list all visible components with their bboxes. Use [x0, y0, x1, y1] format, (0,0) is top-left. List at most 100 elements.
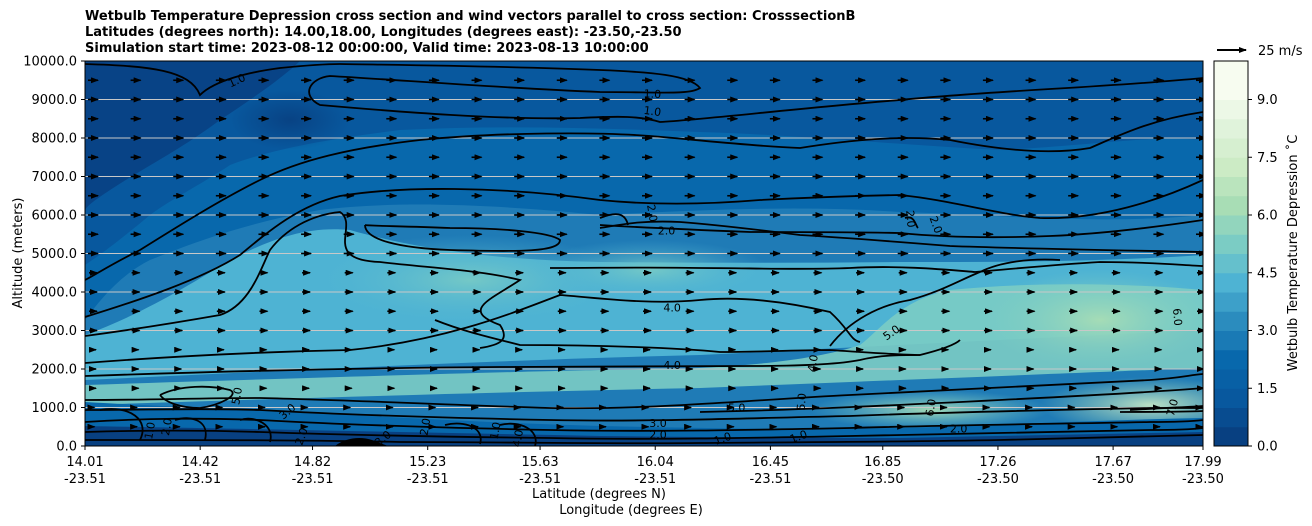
- y-tick-label: 5000.0: [32, 247, 78, 262]
- x-tick-latitude: 16.85: [864, 455, 901, 470]
- contour-5-left: [434, 319, 921, 356]
- band-top-darkest: [85, 61, 1203, 265]
- x-tick-longitude: -23.51: [179, 472, 221, 487]
- x-tick-longitude: -23.51: [749, 472, 791, 487]
- contour-5-layer: [85, 373, 1203, 410]
- wind-key-label: 25 m/s: [1258, 44, 1303, 59]
- contour-label: 4.0: [663, 301, 681, 314]
- contour-label: 2.0: [293, 426, 311, 447]
- x-tick-latitude: 16.45: [752, 455, 789, 470]
- colorbar-tick-label: 4.5: [1257, 266, 1278, 281]
- x-tick-latitude: 14.42: [182, 455, 219, 470]
- colorbar-band: [1214, 292, 1248, 312]
- colorbar-band: [1214, 272, 1248, 293]
- y-tick-label: 4000.0: [32, 286, 78, 301]
- y-axis: 0.0 1000.0 2000.0 3000.0 4000.0 5000.0 6000.0 7…: [23, 55, 85, 455]
- contour-label: 6.0: [923, 398, 939, 417]
- contour-label: 1.0: [643, 104, 662, 119]
- contour-label: 2.0: [927, 214, 945, 235]
- colorbar-band: [1214, 157, 1248, 177]
- contour-label: 1.0: [712, 430, 733, 448]
- contour-label: 4.0: [663, 359, 681, 372]
- contour-label: 2.0: [159, 417, 175, 436]
- chart-title-line-2: Latitudes (degrees north): 14.00,18.00, …: [85, 25, 682, 40]
- colorbar-tick-label: 3.0: [1257, 324, 1278, 339]
- colorbar-tick-label: 7.5: [1257, 151, 1278, 166]
- x-tick-longitude: -23.51: [64, 472, 106, 487]
- colorbar-tick-label: 6.0: [1257, 209, 1278, 224]
- contour-1-ground: [85, 434, 1203, 445]
- colorbar-band: [1214, 330, 1248, 351]
- contour-5-ring: [829, 258, 1061, 347]
- x-tick-longitude: -23.51: [519, 472, 561, 487]
- x-tick-longitude: -23.50: [977, 472, 1019, 487]
- colorbar-band: [1214, 253, 1248, 274]
- contour-lines: [85, 63, 1203, 446]
- wind-vectors: [87, 77, 1203, 430]
- colorbar: 0.0 1.5 3.0 4.5 6.0 7.5 9.0 Wetbulb Temperatur…: [1213, 60, 1301, 455]
- contour-2-loop: [364, 224, 561, 252]
- y-tick-label: 9000.0: [32, 93, 78, 108]
- x-tick-longitude: -23.50: [862, 472, 904, 487]
- y-tick-label: 2000.0: [32, 363, 78, 378]
- y-tick-label: 7000.0: [32, 170, 78, 185]
- contour-label: 1.0: [788, 428, 809, 446]
- colorbar-band: [1214, 138, 1248, 158]
- contour-2-low: [85, 417, 1203, 432]
- contour-4-upper: [549, 261, 1203, 273]
- contour-3-layer: [85, 407, 1203, 422]
- x-tick-latitude: 15.63: [521, 455, 558, 470]
- contour-label: 2.0: [903, 210, 917, 229]
- colorbar-tick-label: 0.0: [1257, 440, 1278, 455]
- x-tick-latitude: 14.01: [66, 455, 103, 470]
- contour-2-mid: [599, 220, 1203, 253]
- contour-label: 6.0: [1170, 308, 1184, 327]
- y-tick-label: 6000.0: [32, 209, 78, 224]
- x-tick-longitude: -23.50: [1182, 472, 1224, 487]
- chart-title-line-3: Simulation start time: 2023-08-12 00:00:…: [85, 41, 649, 56]
- contour-label: 2.0: [649, 428, 667, 441]
- x-tick-latitude: 17.67: [1095, 455, 1132, 470]
- colorbar-band: [1214, 61, 1248, 81]
- terrain-peak: [335, 438, 388, 446]
- x-tick-latitude: 17.26: [979, 455, 1016, 470]
- x-tick-latitude: 14.82: [294, 455, 331, 470]
- y-tick-label: 8000.0: [32, 132, 78, 147]
- x-axis: 14.01 -23.51 14.42 -23.51 14.82 -23.51 15.23 -2…: [64, 446, 1224, 487]
- y-tick-label: 3000.0: [32, 324, 78, 339]
- band-layer-light: [85, 284, 1203, 405]
- colorbar-band: [1214, 215, 1248, 235]
- contour-low-left-ring: [99, 408, 272, 443]
- colorbar-band: [1214, 311, 1248, 331]
- contour-label: 1.0: [142, 421, 158, 440]
- colorbar-band: [1214, 176, 1248, 197]
- contour-label: 5.0: [728, 402, 746, 415]
- colorbar-band: [1214, 234, 1248, 254]
- contour-label: 1.0: [488, 421, 504, 440]
- colorbar-label: Wetbulb Temperature Depression ˚C: [1285, 135, 1301, 372]
- y-tick-label: 1000.0: [32, 401, 78, 416]
- colorbar-band: [1214, 388, 1248, 408]
- colorbar-band: [1214, 195, 1248, 216]
- x-axis-label-longitude: Longitude (degrees E): [559, 503, 703, 518]
- contour-label: 3.0: [649, 417, 667, 430]
- x-tick-longitude: -23.51: [292, 472, 334, 487]
- x-tick-latitude: 15.23: [409, 455, 446, 470]
- x-tick-latitude: 16.04: [637, 455, 674, 470]
- y-tick-label: 10000.0: [23, 55, 77, 70]
- contour-label: 2.0: [950, 423, 968, 436]
- colorbar-band: [1214, 426, 1248, 447]
- colorbar-tick-label: 1.5: [1257, 382, 1278, 397]
- contour-1-low: [85, 427, 1203, 440]
- x-tick-latitude: 17.99: [1184, 455, 1221, 470]
- wind-key: 25 m/s: [1217, 44, 1303, 59]
- colorbar-band: [1214, 118, 1248, 139]
- x-tick-longitude: -23.51: [634, 472, 676, 487]
- x-tick-longitude: -23.51: [407, 472, 449, 487]
- colorbar-frame: [1213, 60, 1249, 447]
- contour-label: 5.0: [795, 392, 809, 411]
- contour-label: 4.0: [510, 429, 526, 448]
- colorbar-band: [1214, 407, 1248, 428]
- colorbar-band: [1214, 99, 1248, 120]
- colorbar-tick-label: 9.0: [1257, 93, 1278, 108]
